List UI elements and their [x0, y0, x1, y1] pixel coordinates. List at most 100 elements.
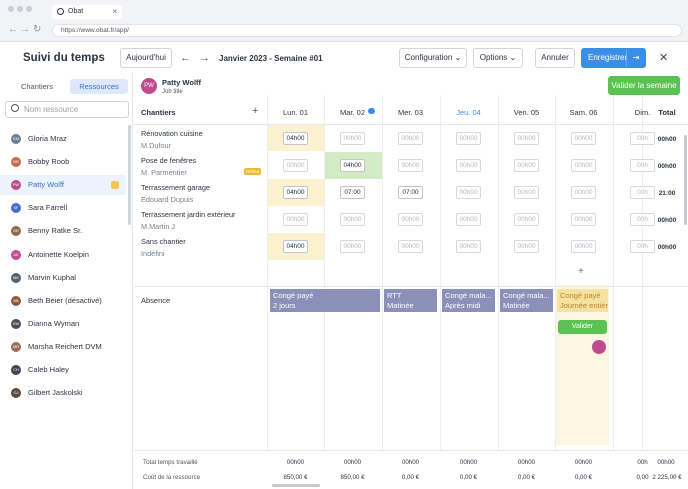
validate-week-button[interactable]: Valider la semaine	[608, 76, 680, 95]
time-input[interactable]: 00h00	[514, 213, 539, 226]
task-row[interactable]: Terrassement jardin extérieur M.Martin J	[141, 210, 236, 231]
time-input[interactable]: 00h00	[398, 132, 423, 145]
time-input[interactable]: 00h00	[340, 213, 365, 226]
time-input[interactable]: 07:00	[398, 186, 423, 199]
back-arrow-icon[interactable]: ←	[8, 24, 18, 35]
exit-icon[interactable]: ⇥	[626, 49, 645, 67]
avatar: BR	[11, 226, 21, 237]
sidebar-tabs: Chantiers Ressources	[8, 79, 128, 94]
vertical-scrollbar[interactable]	[684, 135, 687, 225]
time-input[interactable]: 00h00	[456, 159, 481, 172]
time-input[interactable]: 00h00	[571, 186, 596, 199]
time-input[interactable]: 00h00	[571, 132, 596, 145]
configuration-button[interactable]: Configuration ⌄	[399, 48, 467, 68]
forward-arrow-icon[interactable]: →	[20, 24, 30, 35]
absence-item[interactable]: Congé payé 2 jours	[270, 289, 380, 312]
sidebar-item-resource[interactable]: GJ Gilbert Jaskolski	[0, 383, 126, 403]
task-row[interactable]: Sans chantier Indéfini	[141, 237, 186, 258]
absence-type: Congé mala...	[445, 291, 492, 300]
time-input[interactable]: 00h	[630, 213, 655, 226]
close-tab-icon[interactable]: ×	[112, 7, 117, 16]
save-button[interactable]: Enregistrer ⇥	[581, 48, 646, 68]
time-input[interactable]: 00h00	[398, 159, 423, 172]
next-week-icon[interactable]: →	[199, 52, 210, 64]
time-input[interactable]: 00h00	[514, 240, 539, 253]
sidebar-scrollbar[interactable]	[128, 125, 131, 225]
today-button[interactable]: Aujourd'hui	[120, 48, 172, 68]
sidebar-item-resource[interactable]: MK Marvin Kuphal	[0, 268, 126, 288]
sidebar-item-resource[interactable]: BR Benny Ratke Sr.	[0, 221, 126, 241]
time-input[interactable]: 00h	[630, 132, 655, 145]
add-row-icon[interactable]: +	[578, 266, 584, 277]
tab-chantiers[interactable]: Chantiers	[20, 82, 54, 91]
time-input[interactable]: 00h00	[456, 132, 481, 145]
time-input[interactable]: 00h00	[456, 186, 481, 199]
time-input[interactable]: 04h00	[283, 240, 308, 253]
absence-item[interactable]: RTT Matinée	[384, 289, 437, 312]
time-input[interactable]: 00h00	[340, 240, 365, 253]
task-row[interactable]: Terrassement garage Edouard Dupuis	[141, 183, 210, 204]
chevron-down-icon[interactable]: ⌄	[90, 52, 98, 62]
time-input[interactable]: 00h00	[398, 213, 423, 226]
time-input[interactable]: 00h00	[514, 132, 539, 145]
absence-item[interactable]: Congé payé Journée entière	[557, 289, 608, 312]
browser-tab[interactable]: Obat ×	[52, 5, 122, 19]
time-input[interactable]: 00h00	[571, 213, 596, 226]
add-chantier-icon[interactable]: +	[252, 105, 259, 117]
window-close-dot[interactable]	[8, 6, 14, 12]
time-input[interactable]: 00h00	[283, 159, 308, 172]
search-placeholder: Nom ressource	[24, 105, 79, 114]
prev-week-icon[interactable]: ←	[180, 52, 191, 64]
sidebar-item-resource[interactable]: AK Antoinette Koelpin	[0, 245, 126, 265]
time-input[interactable]: 00h00	[456, 213, 481, 226]
time-input[interactable]: 07:00	[340, 186, 365, 199]
reload-icon[interactable]: ↻	[33, 24, 42, 35]
search-input[interactable]: Nom ressource	[5, 101, 129, 118]
worked-value: 00h00	[459, 459, 478, 466]
validate-button[interactable]: Valider	[558, 320, 607, 334]
save-label: Enregistrer	[588, 53, 628, 62]
sidebar-item-resource[interactable]: BB Beth Beier (désactivé)	[0, 291, 126, 311]
task-row[interactable]: Pose de fenêtres M. Parmentier	[141, 156, 196, 177]
column-divider	[267, 95, 268, 450]
window-minimize-dot[interactable]	[17, 6, 23, 12]
sidebar-item-resource[interactable]: CH Caleb Haley	[0, 360, 126, 380]
sidebar-item-resource[interactable]: BR Bobby Roob	[0, 152, 126, 172]
sidebar-item-resource[interactable]: PW Patty Wolff	[0, 175, 126, 196]
worked-total: 00h00	[657, 459, 675, 466]
options-button[interactable]: Options ⌄	[473, 48, 523, 68]
time-input[interactable]: 04h00	[283, 186, 308, 199]
url-bar[interactable]: https://www.obat.fr/app/	[52, 24, 682, 37]
avatar: GJ	[11, 388, 21, 399]
cost-value: 0,00 €	[459, 474, 478, 481]
absence-item[interactable]: Congé mala... Après midi	[442, 289, 495, 312]
absence-item[interactable]: Congé mala... Matinée	[500, 289, 553, 312]
task-row[interactable]: Rénovation cuisine M.Dufour	[141, 129, 203, 150]
close-icon[interactable]: ✕	[659, 52, 669, 64]
time-input[interactable]: 00h00	[514, 186, 539, 199]
avatar: PW	[141, 78, 157, 94]
time-input[interactable]: 00h	[630, 240, 655, 253]
horizontal-scrollbar[interactable]	[272, 484, 320, 487]
time-input[interactable]: 04h00	[340, 159, 365, 172]
sidebar-item-resource[interactable]: DW Dianna Wyman	[0, 314, 126, 334]
time-input[interactable]: 00h00	[571, 240, 596, 253]
sidebar-item-resource[interactable]: MR Marsha Reichert DVM	[0, 337, 126, 357]
resource-name: Benny Ratke Sr.	[28, 226, 83, 236]
cancel-button[interactable]: Annuler	[535, 48, 575, 68]
sidebar-item-resource[interactable]: SF Sara Farrell	[0, 198, 126, 218]
time-input[interactable]: 00h	[630, 159, 655, 172]
time-input[interactable]: 00h00	[283, 213, 308, 226]
time-input[interactable]: 00h00	[456, 240, 481, 253]
time-input[interactable]: 00h00	[514, 159, 539, 172]
time-input[interactable]: 00h00	[340, 132, 365, 145]
time-input[interactable]: 00h00	[398, 240, 423, 253]
time-input[interactable]: 04h00	[283, 132, 308, 145]
sidebar-item-resource[interactable]: GM Gloria Mraz	[0, 129, 126, 149]
time-input[interactable]: 00h	[630, 186, 655, 199]
window-maximize-dot[interactable]	[26, 6, 32, 12]
time-input[interactable]: 00h00	[571, 159, 596, 172]
comment-icon[interactable]	[368, 108, 375, 114]
tab-ressources[interactable]: Ressources	[70, 79, 128, 94]
resource-name: Bobby Roob	[28, 157, 70, 167]
